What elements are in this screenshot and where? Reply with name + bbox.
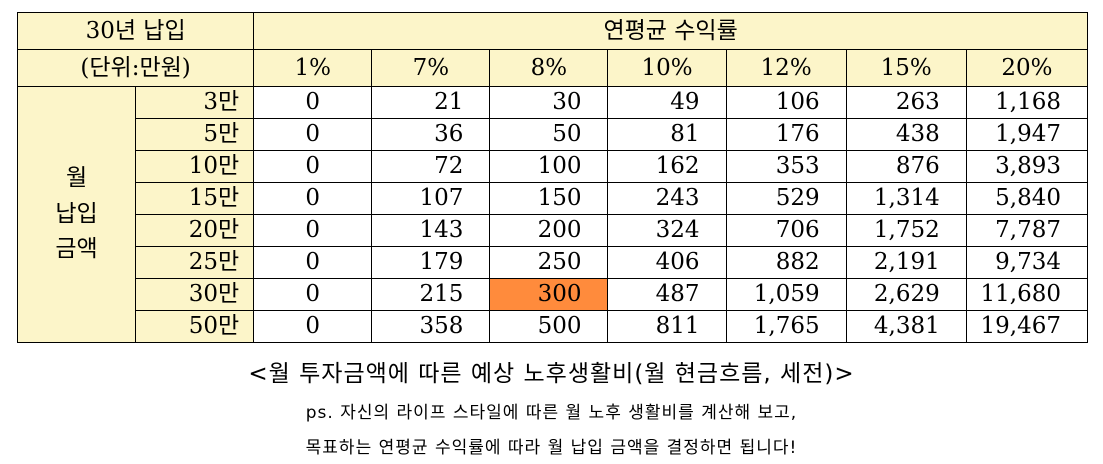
table-cell: 11,680 [965, 278, 1089, 311]
table-cell: 9,734 [965, 246, 1089, 279]
table-cell: 215 [371, 278, 491, 311]
table-cell: 200 [489, 214, 609, 247]
table-cell: 406 [607, 246, 727, 279]
rate-header: 7% [371, 49, 491, 87]
table-cell: 81 [607, 118, 727, 151]
table-cell: 0 [253, 246, 373, 279]
highlighted-cell: 300 [489, 278, 609, 311]
table-cell: 5,840 [965, 182, 1089, 215]
note-line-2: 목표하는 연평균 수익률에 따라 월 납입 금액을 결정하면 됩니다! [305, 438, 798, 458]
table-cell: 1,314 [845, 182, 967, 215]
table-cell: 21 [371, 86, 491, 119]
table-cell: 36 [371, 118, 491, 151]
table-cell: 324 [607, 214, 727, 247]
table-cell: 143 [371, 214, 491, 247]
table-cell: 49 [607, 86, 727, 119]
table-cell: 487 [607, 278, 727, 311]
table-cell: 876 [845, 150, 967, 183]
rate-header: 20% [965, 49, 1089, 87]
table-row: 50만 0 358 500 811 1,765 4,381 19,467 [18, 310, 1089, 343]
table-cell: 353 [725, 150, 847, 183]
corner-unit: (단위:만원) [16, 49, 255, 87]
table-row: 월 납입 금액 3만 0 21 30 49 106 263 1,168 [16, 86, 1089, 343]
table-cell: 1,168 [965, 86, 1089, 119]
table-cell: 4,381 [845, 310, 967, 343]
row-label: 10만 [135, 150, 255, 183]
table-cell: 0 [253, 150, 373, 183]
row-label: 5만 [135, 118, 255, 151]
table-cell: 3,893 [965, 150, 1089, 183]
table-cell: 150 [489, 182, 609, 215]
table-cell: 438 [845, 118, 967, 151]
table-cell: 106 [725, 86, 847, 119]
table-row: 10만 0 72 100 162 353 876 3,893 [18, 150, 1089, 183]
table-row: 20만 0 143 200 324 706 1,752 7,787 [18, 214, 1089, 247]
table-cell: 243 [607, 182, 727, 215]
rate-header: 10% [607, 49, 727, 87]
row-label: 30만 [135, 278, 255, 311]
table-cell: 250 [489, 246, 609, 279]
table-row: 15만 0 107 150 243 529 1,314 5,840 [18, 182, 1089, 215]
row-label: 15만 [135, 182, 255, 215]
side-label-line: 납입 [55, 200, 98, 227]
table-cell: 500 [489, 310, 609, 343]
table-cell: 0 [253, 310, 373, 343]
note-line-1: ps. 자신의 라이프 스타일에 따른 월 노후 생활비를 계산해 보고, [305, 403, 798, 423]
rate-header: 8% [489, 49, 609, 87]
table-cell: 882 [725, 246, 847, 279]
table-cell: 0 [253, 182, 373, 215]
table-row: 25만 0 179 250 406 882 2,191 9,734 [18, 246, 1089, 279]
rate-header: 15% [845, 49, 967, 87]
side-label-line: 금액 [55, 236, 98, 263]
table-cell: 0 [253, 118, 373, 151]
table-cell: 107 [371, 182, 491, 215]
table-cell: 162 [607, 150, 727, 183]
rate-header: 1% [253, 49, 373, 87]
table-row: 5만 0 36 50 81 176 438 1,947 [18, 118, 1089, 151]
side-label-line: 월 [65, 165, 88, 192]
table-cell: 0 [253, 214, 373, 247]
row-label: 3만 [135, 86, 255, 119]
table-cell: 1,752 [845, 214, 967, 247]
row-label: 20만 [135, 214, 255, 247]
table-cell: 2,629 [845, 278, 967, 311]
table-cell: 100 [489, 150, 609, 183]
table-cell: 0 [253, 86, 373, 119]
table-cell: 1,059 [725, 278, 847, 311]
table-cell: 50 [489, 118, 609, 151]
table-cell: 529 [725, 182, 847, 215]
corner-title: 30년 납입 [16, 12, 255, 50]
table-row: 30만 0 215 300 487 1,059 2,629 11,680 [18, 278, 1089, 311]
group-header: 연평균 수익률 [253, 12, 1088, 50]
table-cell: 706 [725, 214, 847, 247]
table-cell: 176 [725, 118, 847, 151]
return-table: 30년 납입 연평균 수익률 (단위:만원) 1% 7% 8% 10% 12% 15% 20… [16, 12, 1089, 343]
table-cell: 179 [371, 246, 491, 279]
table-cell: 19,467 [965, 310, 1089, 343]
table-cell: 811 [607, 310, 727, 343]
table-cell: 358 [371, 310, 491, 343]
table-caption: <월 투자금액에 따른 예상 노후생활비(월 현금흐름, 세전)> [248, 361, 855, 387]
table-cell: 7,787 [965, 214, 1089, 247]
table-cell: 263 [845, 86, 967, 119]
rate-header: 12% [725, 49, 847, 87]
table-cell: 0 [253, 278, 373, 311]
table-cell: 72 [371, 150, 491, 183]
table-cell: 1,947 [965, 118, 1089, 151]
row-label: 25만 [135, 246, 255, 279]
table-cell: 2,191 [845, 246, 967, 279]
table-cell: 30 [489, 86, 609, 119]
row-label: 50만 [135, 310, 255, 343]
table-cell: 1,765 [725, 310, 847, 343]
